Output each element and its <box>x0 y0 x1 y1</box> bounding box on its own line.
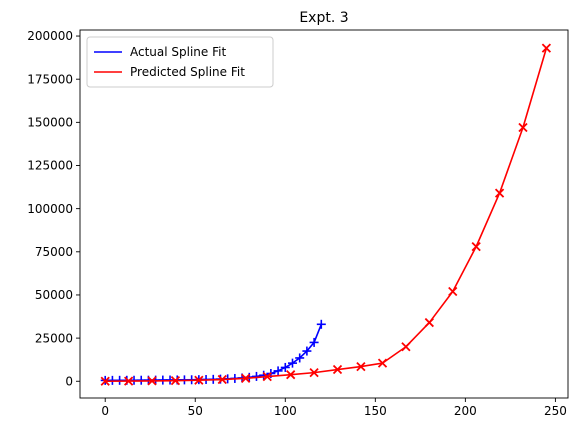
x-tick-label-1: 50 <box>188 404 203 418</box>
data-point-0-24 <box>273 366 283 376</box>
data-point-1-19 <box>541 43 552 53</box>
y-tick-label-8: 200000 <box>27 29 73 43</box>
x-tick-label-5: 250 <box>544 404 567 418</box>
data-point-1-16 <box>471 241 481 252</box>
data-point-1-17 <box>494 188 505 198</box>
y-tick-label-5: 125000 <box>27 159 73 173</box>
legend-label-0: Actual Spline Fit <box>130 45 226 59</box>
y-tick-label-6: 150000 <box>27 116 73 130</box>
legend-item-1: Predicted Spline Fit <box>94 65 245 79</box>
legend-item-0: Actual Spline Fit <box>94 45 226 59</box>
y-tick-label-2: 50000 <box>35 288 73 302</box>
plot-area <box>100 43 552 386</box>
data-point-1-6 <box>241 373 251 383</box>
y-tick-label-0: 0 <box>65 374 73 388</box>
data-point-0-27 <box>295 353 305 363</box>
data-point-0-25 <box>280 362 290 372</box>
data-point-1-7 <box>262 371 272 382</box>
data-point-1-9 <box>309 367 319 378</box>
chart-title: Expt. 3 <box>299 10 348 26</box>
data-point-1-1 <box>123 376 134 386</box>
x-tick-label-2: 100 <box>274 404 297 418</box>
data-point-1-10 <box>332 364 343 375</box>
y-tick-label-1: 25000 <box>35 331 73 345</box>
data-point-1-8 <box>286 370 296 380</box>
x-tick-label-4: 200 <box>454 404 477 418</box>
axes: 0 50 100 150 200 250 0 25000 50000 75000 100000 125… <box>27 29 569 418</box>
data-point-1-0 <box>100 376 110 386</box>
data-point-0-29 <box>309 337 319 347</box>
x-tick-label-0: 0 <box>101 404 109 418</box>
data-point-0-30 <box>316 319 326 329</box>
data-point-1-5 <box>217 374 227 385</box>
y-tick-label-3: 75000 <box>35 245 73 259</box>
legend-label-1: Predicted Spline Fit <box>130 65 245 79</box>
legend-box <box>86 36 274 88</box>
y-tick-label-7: 175000 <box>27 72 73 86</box>
data-point-1-18 <box>518 122 528 133</box>
data-point-1-4 <box>194 375 204 385</box>
data-point-0-28 <box>302 346 312 356</box>
data-point-1-12 <box>377 358 388 368</box>
data-point-1-13 <box>401 342 411 352</box>
y-tick-label-4: 100000 <box>27 202 73 216</box>
data-point-1-3 <box>170 376 181 386</box>
data-point-1-2 <box>147 376 157 386</box>
series-line-1 <box>105 47 548 383</box>
data-point-0-26 <box>287 358 297 368</box>
data-point-1-11 <box>356 361 366 372</box>
x-tick-label-3: 150 <box>364 404 387 418</box>
legend: Actual Spline Fit Predicted Spline Fit <box>86 36 274 88</box>
axes-frame <box>79 29 569 399</box>
data-point-1-14 <box>424 317 434 328</box>
data-point-1-15 <box>448 286 458 297</box>
